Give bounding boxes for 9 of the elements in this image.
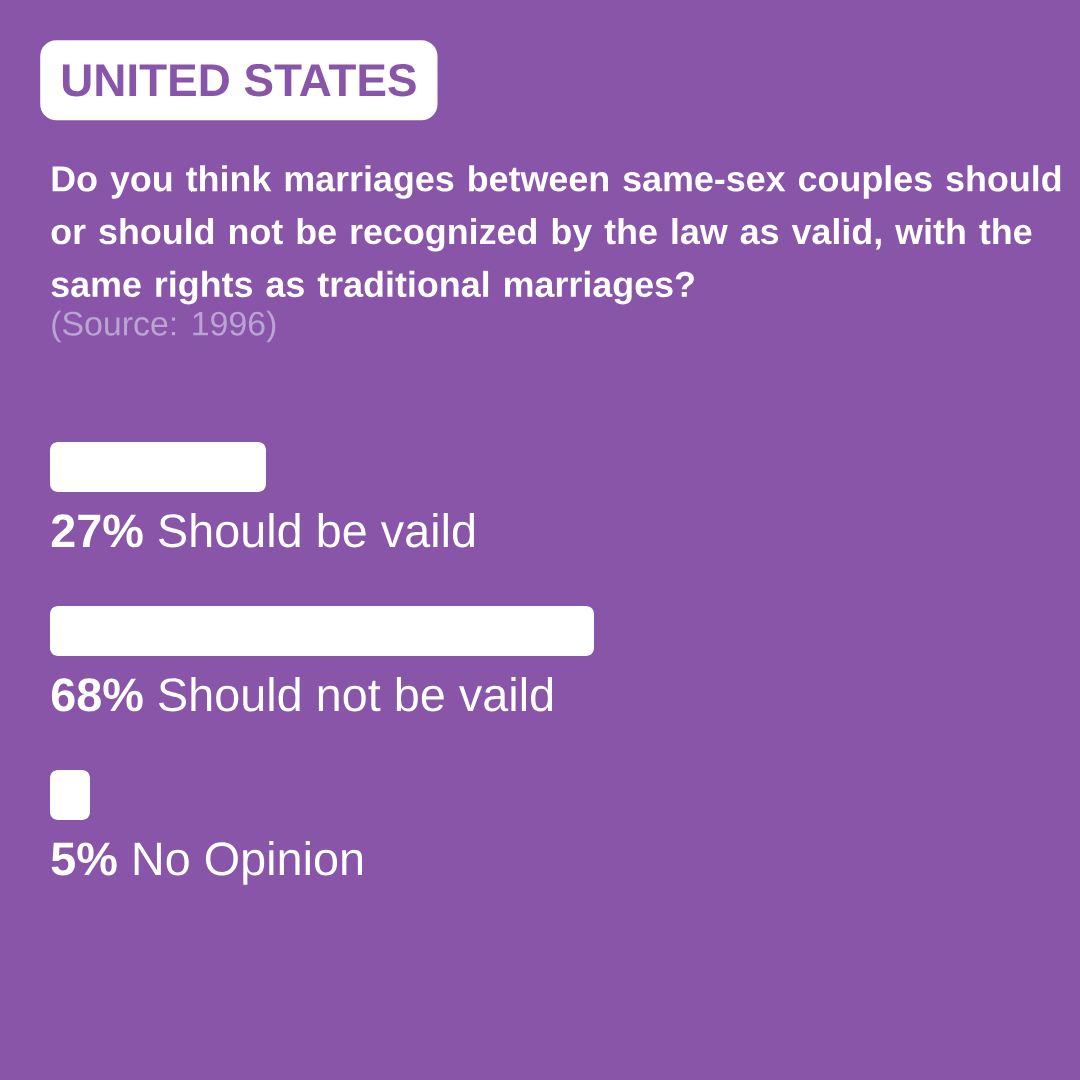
chart-title: UNITED STATES bbox=[62, 63, 416, 97]
y-tick-label: No Opinion bbox=[134, 841, 363, 885]
data-label: 27% bbox=[51, 514, 143, 548]
y-tick-label: Should not be vaild bbox=[159, 677, 553, 712]
text: (Source: 1996) bbox=[52, 310, 276, 343]
data-label: 68% bbox=[51, 678, 143, 712]
y-tick-label: Should be vaild bbox=[159, 513, 475, 548]
chart-subtitle: Do you think marriages between same-sex couples should or should not be recognized by the law as valid, with the same rights as traditional marriages? bbox=[51, 165, 1061, 305]
data-label: 5% bbox=[51, 842, 117, 876]
